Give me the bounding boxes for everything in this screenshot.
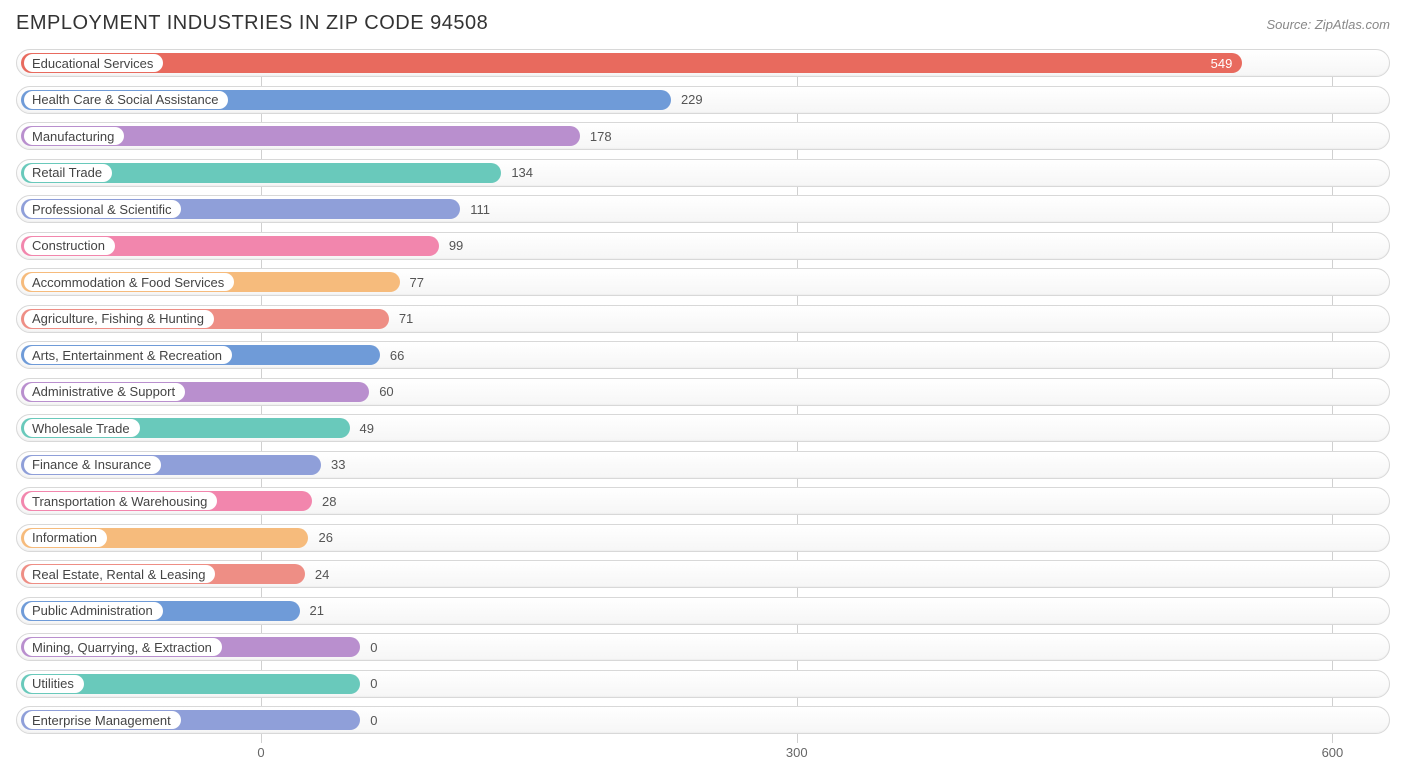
bar-value: 111 <box>470 196 490 222</box>
chart-row: Utilities 0 <box>16 670 1390 698</box>
bar-value: 0 <box>370 707 377 733</box>
chart-row: Real Estate, Rental & Leasing 24 <box>16 560 1390 588</box>
bar-label: Accommodation & Food Services <box>24 273 234 291</box>
chart-title: EMPLOYMENT INDUSTRIES IN ZIP CODE 94508 <box>16 12 488 35</box>
bar-label: Finance & Insurance <box>24 456 161 474</box>
x-axis-tick-label: 600 <box>1322 745 1344 760</box>
bar-value: 134 <box>511 160 533 186</box>
bar-label: Agriculture, Fishing & Hunting <box>24 310 214 328</box>
chart-row: Professional & Scientific 111 <box>16 195 1390 223</box>
chart-row: Wholesale Trade 49 <box>16 414 1390 442</box>
bar-value: 549 <box>1211 53 1233 73</box>
bar-value: 24 <box>315 561 329 587</box>
bar-label: Arts, Entertainment & Recreation <box>24 346 232 364</box>
chart-row: Construction 99 <box>16 232 1390 260</box>
x-axis-tick-label: 300 <box>786 745 808 760</box>
chart-row: 549 Educational Services <box>16 49 1390 77</box>
x-axis-tick-label: 0 <box>257 745 264 760</box>
chart-row: Retail Trade 134 <box>16 159 1390 187</box>
bar-value: 33 <box>331 452 345 478</box>
bar: 549 <box>21 53 1242 73</box>
bar-value: 60 <box>379 379 393 405</box>
chart-header: EMPLOYMENT INDUSTRIES IN ZIP CODE 94508 … <box>16 12 1390 35</box>
chart-row: Information 26 <box>16 524 1390 552</box>
bar-value: 178 <box>590 123 612 149</box>
bar-value: 71 <box>399 306 413 332</box>
bar-label: Transportation & Warehousing <box>24 492 217 510</box>
bar-label: Educational Services <box>24 54 163 72</box>
bar-label: Construction <box>24 237 115 255</box>
bar-value: 229 <box>681 87 703 113</box>
bar-label: Wholesale Trade <box>24 419 140 437</box>
bar-label: Information <box>24 529 107 547</box>
chart-row: Finance & Insurance 33 <box>16 451 1390 479</box>
bar-chart: 549 Educational Services Health Care & Soc… <box>16 49 1390 734</box>
chart-row: Health Care & Social Assistance 229 <box>16 86 1390 114</box>
bar-value: 28 <box>322 488 336 514</box>
bar-label: Manufacturing <box>24 127 124 145</box>
bar-label: Professional & Scientific <box>24 200 181 218</box>
chart-row: Enterprise Management 0 <box>16 706 1390 734</box>
bar-value: 26 <box>318 525 332 551</box>
bar-label: Health Care & Social Assistance <box>24 91 228 109</box>
bar-label: Mining, Quarrying, & Extraction <box>24 638 222 656</box>
chart-row: Transportation & Warehousing 28 <box>16 487 1390 515</box>
bar-value: 77 <box>410 269 424 295</box>
chart-source: Source: ZipAtlas.com <box>1266 17 1390 32</box>
bar-value: 0 <box>370 634 377 660</box>
bar-label: Public Administration <box>24 602 163 620</box>
chart-row: Public Administration 21 <box>16 597 1390 625</box>
bar-value: 99 <box>449 233 463 259</box>
chart-row: Arts, Entertainment & Recreation 66 <box>16 341 1390 369</box>
chart-row: Accommodation & Food Services 77 <box>16 268 1390 296</box>
chart-row: Mining, Quarrying, & Extraction 0 <box>16 633 1390 661</box>
bar-value: 0 <box>370 671 377 697</box>
bar-label: Utilities <box>24 675 84 693</box>
bar-value: 21 <box>310 598 324 624</box>
chart-row: Administrative & Support 60 <box>16 378 1390 406</box>
chart-row: Agriculture, Fishing & Hunting 71 <box>16 305 1390 333</box>
bar-label: Administrative & Support <box>24 383 185 401</box>
bar-value: 66 <box>390 342 404 368</box>
bar-value: 49 <box>360 415 374 441</box>
bar-label: Retail Trade <box>24 164 112 182</box>
x-axis: 0 300 600 <box>16 743 1390 767</box>
bar-label: Enterprise Management <box>24 711 181 729</box>
chart-row: Manufacturing 178 <box>16 122 1390 150</box>
bar-label: Real Estate, Rental & Leasing <box>24 565 215 583</box>
